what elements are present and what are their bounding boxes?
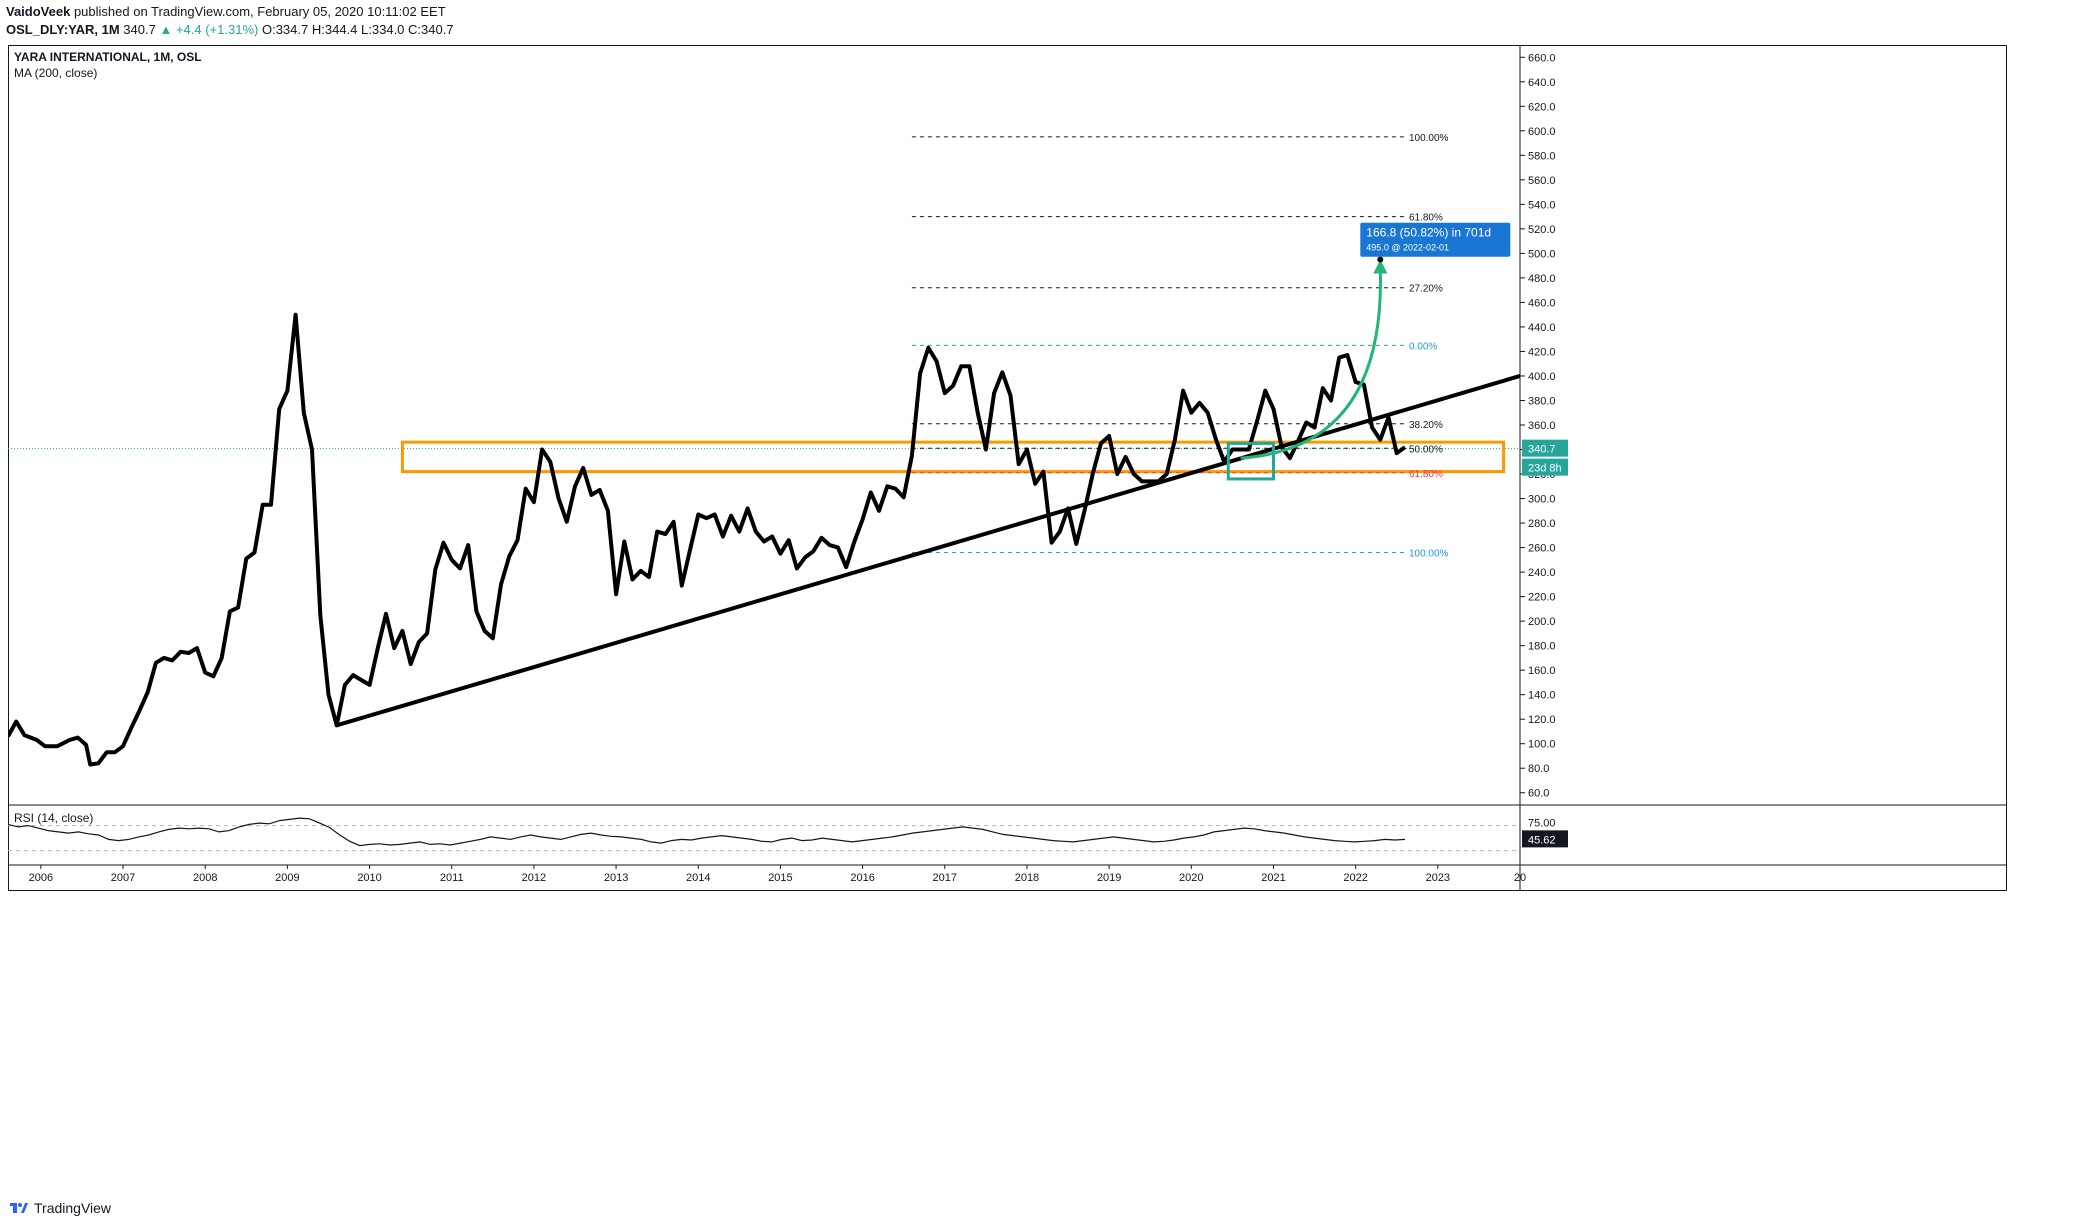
fib-level-label: 27.20%	[1409, 284, 1443, 295]
publish-date: published on TradingView.com, February 0…	[70, 4, 446, 19]
x-tick-label: 2007	[111, 872, 135, 884]
x-tick-label: 2015	[768, 872, 792, 884]
y-tick-label: 600.0	[1528, 126, 1556, 138]
symbol-label[interactable]: OSL_DLY:YAR, 1M	[6, 22, 120, 37]
tradingview-logo-icon	[10, 1203, 28, 1213]
y-tick-label: 300.0	[1528, 494, 1556, 506]
price-tag-box	[1522, 439, 1568, 457]
chart-border	[8, 45, 2007, 891]
y-tick-label: 520.0	[1528, 224, 1556, 236]
x-tick-label: 2019	[1097, 872, 1121, 884]
y-tick-label: 380.0	[1528, 395, 1556, 407]
y-tick-label: 620.0	[1528, 101, 1556, 113]
support-zone-box	[400, 440, 1506, 474]
brand-name: TradingView	[34, 1200, 112, 1216]
fib-level-label: 61.80%	[1409, 469, 1443, 480]
ohlc-bar: OSL_DLY:YAR, 1M 340.7 ▲ +4.4 (+1.31%) O:…	[6, 22, 454, 37]
trendline	[336, 374, 1521, 728]
y-tick-label: 240.0	[1528, 567, 1556, 579]
projection-arrowhead	[1373, 259, 1388, 274]
x-tick-label: 2014	[686, 872, 710, 884]
y-tick-label: 400.0	[1528, 371, 1556, 383]
y-tick-label: 540.0	[1528, 199, 1556, 211]
rsi-tag-box	[1522, 830, 1568, 848]
author-name[interactable]: VaidoVeek	[6, 4, 71, 19]
y-tick-label: 580.0	[1528, 150, 1556, 162]
fib-level-label: 38.20%	[1409, 420, 1443, 431]
high-value: H:344.4	[311, 22, 358, 37]
y-tick-label: 360.0	[1528, 420, 1556, 432]
price-change: ▲ +4.4 (+1.31%)	[159, 22, 259, 37]
fib-level-label: 61.80%	[1409, 213, 1443, 224]
fib-level-label: 50.00%	[1409, 444, 1443, 455]
y-tick-label: 160.0	[1528, 665, 1556, 677]
y-tick-label: 460.0	[1528, 297, 1556, 309]
y-tick-label: 220.0	[1528, 592, 1556, 604]
fib-level-label: 100.00%	[1409, 548, 1449, 559]
countdown-tag-box	[1522, 458, 1568, 476]
y-tick-label: 420.0	[1528, 346, 1556, 358]
rsi-series-line	[7, 817, 1406, 847]
x-tick-label: 2017	[933, 872, 957, 884]
low-value: L:334.0	[361, 22, 405, 37]
price-tag-label: 340.7	[1528, 444, 1556, 456]
y-tick-label: 200.0	[1528, 616, 1556, 628]
rsi-tag-label: 45.62	[1528, 834, 1556, 846]
last-price: 340.7	[123, 22, 156, 37]
y-tick-label: 500.0	[1528, 248, 1556, 260]
x-tick-label: 2008	[193, 872, 217, 884]
x-tick-label: 2011	[440, 872, 464, 884]
footer-brand[interactable]: TradingView	[8, 1200, 111, 1216]
x-tick-label: 20	[1514, 872, 1526, 884]
y-tick-label: 140.0	[1528, 690, 1556, 702]
y-tick-label: 480.0	[1528, 273, 1556, 285]
chart-svg[interactable]: YARA INTERNATIONAL, 1M, OSL MA (200, clos…	[6, 45, 2007, 1190]
x-tick-label: 2010	[357, 872, 381, 884]
y-tick-label: 80.0	[1528, 763, 1549, 775]
y-tick-label: 660.0	[1528, 52, 1556, 64]
x-tick-label: 2022	[1343, 872, 1367, 884]
x-tick-label: 2013	[604, 872, 628, 884]
projection-arrow	[1240, 269, 1382, 460]
chart-title: YARA INTERNATIONAL, 1M, OSL	[14, 50, 202, 64]
projection-label-box	[1360, 222, 1511, 257]
publish-info: VaidoVeek published on TradingView.com, …	[6, 4, 446, 19]
projection-label: 166.8 (50.82%) in 701d	[1366, 226, 1491, 240]
y-tick-label: 280.0	[1528, 518, 1556, 530]
target-zone-box	[1226, 441, 1275, 481]
projection-sublabel: 495.0 @ 2022-02-01	[1366, 243, 1449, 253]
projection-target-point	[1377, 256, 1384, 263]
indicator-label: MA (200, close)	[14, 66, 97, 80]
x-tick-label: 2018	[1015, 872, 1039, 884]
x-tick-label: 2009	[275, 872, 299, 884]
y-tick-label: 60.0	[1528, 788, 1549, 800]
price-series-line	[6, 312, 1407, 767]
y-tick-label: 180.0	[1528, 641, 1556, 653]
x-tick-label: 2021	[1261, 872, 1285, 884]
y-tick-label: 260.0	[1528, 543, 1556, 555]
fib-level-label: 0.00%	[1409, 341, 1437, 352]
x-tick-label: 2016	[850, 872, 874, 884]
x-tick-label: 2012	[522, 872, 546, 884]
y-tick-label: 120.0	[1528, 714, 1556, 726]
close-value: C:340.7	[408, 22, 454, 37]
open-value: O:334.7	[261, 22, 309, 37]
y-tick-label: 100.0	[1528, 739, 1556, 751]
x-tick-label: 2023	[1426, 872, 1450, 884]
rsi-y-tick-label: 75.00	[1528, 818, 1556, 830]
countdown-tag-label: 23d 8h	[1528, 463, 1562, 475]
fib-level-label: 100.00%	[1409, 133, 1449, 144]
x-tick-label: 2020	[1179, 872, 1203, 884]
x-tick-label: 2006	[29, 872, 53, 884]
rsi-title: RSI (14, close)	[14, 811, 93, 825]
y-tick-label: 640.0	[1528, 77, 1556, 89]
y-tick-label: 560.0	[1528, 175, 1556, 187]
chart-area[interactable]: YARA INTERNATIONAL, 1M, OSL MA (200, clos…	[6, 45, 2007, 1190]
y-tick-label: 440.0	[1528, 322, 1556, 334]
